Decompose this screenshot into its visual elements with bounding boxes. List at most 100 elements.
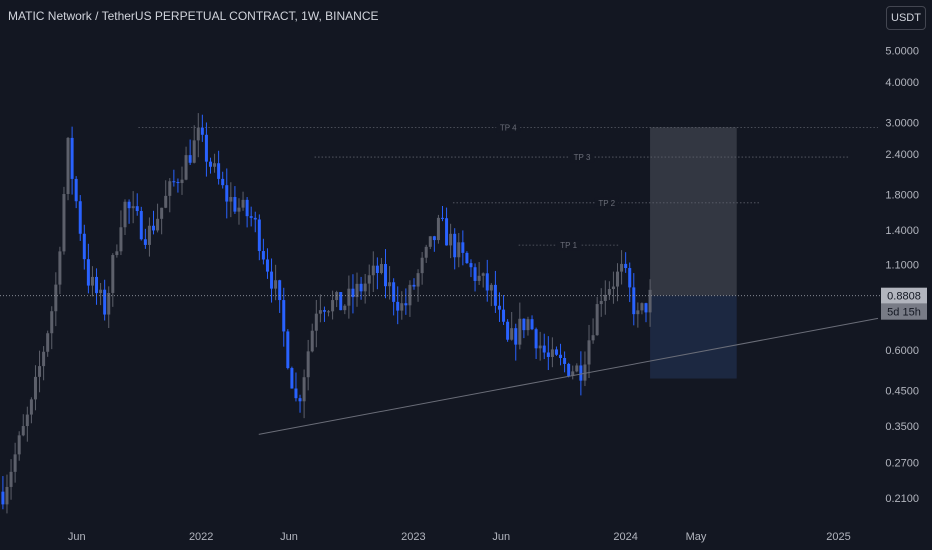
candle-body <box>131 206 135 209</box>
candle-body <box>359 283 363 292</box>
candle-body <box>265 259 269 272</box>
candle-body <box>453 233 457 258</box>
candle-body <box>257 219 261 252</box>
candle-body <box>208 161 212 167</box>
candle-body <box>559 354 563 359</box>
candle-body <box>489 284 493 291</box>
candle-body <box>78 201 82 234</box>
candle-body <box>554 349 558 355</box>
chart-title: MATIC Network / TetherUS PERPETUAL CONTR… <box>8 9 379 23</box>
price-tick-label: 0.6000 <box>885 345 919 357</box>
candle-body <box>607 289 611 295</box>
candle-body <box>599 300 603 305</box>
candle-body <box>449 233 453 246</box>
price-badge-bg <box>881 287 927 304</box>
candle-body <box>461 242 465 253</box>
stop-zone[interactable] <box>650 295 737 379</box>
support-trendline[interactable] <box>258 317 879 435</box>
candle-body <box>17 435 21 455</box>
candle-body <box>95 276 99 294</box>
candle-body <box>587 340 591 365</box>
candles <box>1 113 652 514</box>
price-tick-label: 0.4500 <box>885 386 919 398</box>
candle-body <box>363 283 367 292</box>
candle-body <box>196 127 200 141</box>
price-axis[interactable]: 5.0000 4.0000 3.0000 2.4000 1.8000 1.4000 1.10… <box>885 45 919 505</box>
candle-body <box>445 218 449 246</box>
price-tick-label: 2.4000 <box>885 149 919 161</box>
candle-body <box>400 303 404 311</box>
countdown-label: 5d 15h <box>887 307 921 319</box>
candle-body <box>115 251 119 256</box>
candle-body <box>534 329 538 349</box>
candle-body <box>563 358 567 364</box>
price-tick-label: 1.1000 <box>885 259 919 271</box>
take-profit-label: TP 1 <box>560 241 577 250</box>
candle-body <box>465 252 469 264</box>
candle-body <box>90 276 94 286</box>
price-tick-label: 0.2100 <box>885 493 919 505</box>
target-zone[interactable] <box>650 127 737 296</box>
candle-body <box>632 287 636 315</box>
candle-body <box>514 328 518 345</box>
candle-body <box>355 283 359 298</box>
time-tick-label: Jun <box>280 531 298 543</box>
current-price-label: 0.8808 <box>887 291 921 303</box>
candle-body <box>38 366 42 377</box>
candle-body <box>156 218 160 231</box>
candle-body <box>457 242 461 258</box>
candle-body <box>371 265 375 276</box>
candle-body <box>522 318 526 331</box>
candle-body <box>66 137 70 195</box>
candle-body <box>29 399 33 415</box>
time-tick-label: 2022 <box>189 531 213 543</box>
candle-body <box>322 310 326 312</box>
candle-body <box>331 300 335 312</box>
candle-body <box>550 349 554 357</box>
price-badge: 0.8808 5d 15h <box>881 287 927 320</box>
candle-body <box>123 201 127 228</box>
candle-body <box>408 284 412 306</box>
candle-body <box>221 178 225 186</box>
time-tick-label: 2024 <box>613 531 637 543</box>
time-tick-label: May <box>686 531 707 543</box>
candle-body <box>510 328 514 340</box>
candle-body <box>107 292 111 315</box>
take-profit-label-bg <box>556 240 581 251</box>
candle-body <box>526 319 530 331</box>
candle-body <box>339 292 343 311</box>
currency-button[interactable]: USDT <box>886 6 926 30</box>
candle-body <box>50 311 54 334</box>
candle-body <box>624 263 628 269</box>
candle-body <box>591 335 595 341</box>
candle-body <box>473 267 477 281</box>
take-profit-label: TP 3 <box>574 153 591 162</box>
candle-body <box>74 178 78 202</box>
candle-body <box>270 271 274 289</box>
time-axis[interactable]: Jun 2022 Jun 2023 Jun 2024 May 2025 <box>68 531 851 543</box>
take-profit-label-bg <box>496 122 521 133</box>
candle-body <box>571 371 575 377</box>
candle-body <box>176 182 180 184</box>
price-tick-label: 4.0000 <box>885 77 919 89</box>
candle-body <box>213 163 217 167</box>
candle-body <box>225 185 229 202</box>
time-tick-label: 2023 <box>401 531 425 543</box>
time-tick-label: 2025 <box>826 531 850 543</box>
candle-body <box>310 330 314 352</box>
candle-body <box>188 155 192 163</box>
candle-body <box>58 251 62 285</box>
candle-body <box>648 289 652 313</box>
candle-body <box>237 207 241 212</box>
candle-body <box>119 227 123 252</box>
trendline[interactable] <box>258 317 879 435</box>
take-profit-label: TP 2 <box>598 199 615 208</box>
candle-body <box>428 236 432 247</box>
candle-body <box>70 137 74 179</box>
take-profit-label: TP 4 <box>500 123 517 132</box>
candle-body <box>620 263 624 272</box>
candle-body <box>241 199 245 208</box>
candle-body <box>298 398 302 402</box>
candle-body <box>111 255 115 293</box>
